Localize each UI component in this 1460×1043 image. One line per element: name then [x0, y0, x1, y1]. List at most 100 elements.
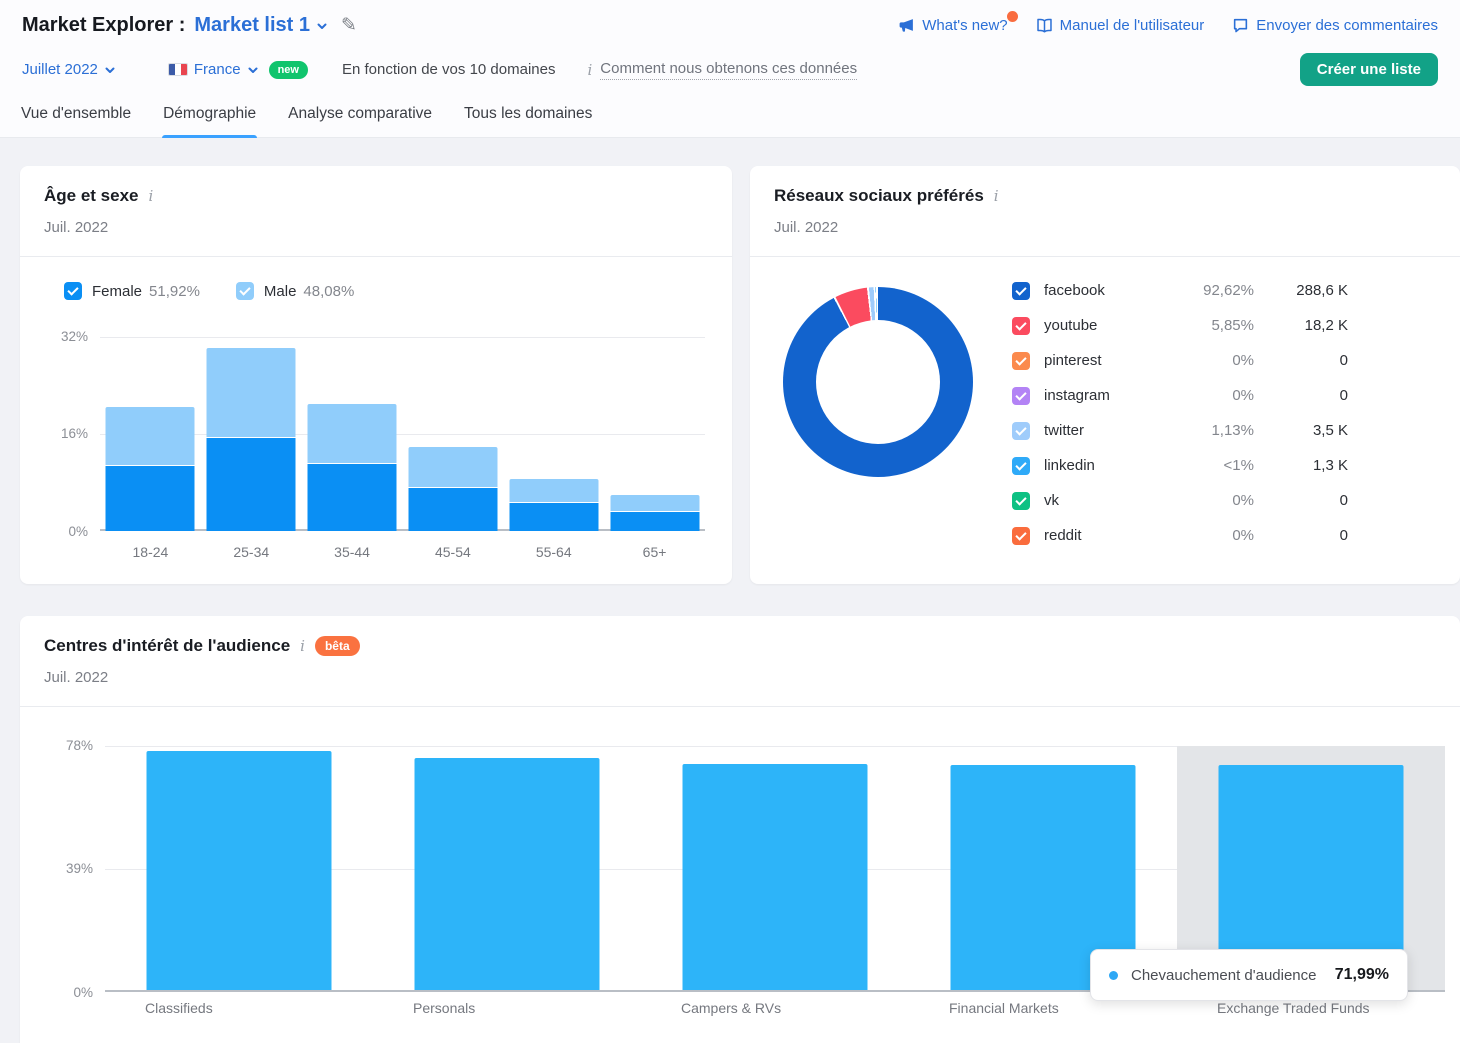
info-icon: i	[587, 60, 593, 79]
age-bar-18-24[interactable]	[105, 337, 195, 531]
male-segment	[307, 403, 397, 465]
tab-d-mographie[interactable]: Démographie	[162, 101, 258, 138]
period-selector[interactable]: Juillet 2022	[22, 61, 116, 78]
age-bar-45-54[interactable]	[408, 337, 498, 531]
male-segment	[105, 406, 195, 467]
network-name: linkedin	[1044, 457, 1095, 474]
whats-new-link[interactable]: What's new?	[898, 11, 1018, 34]
female-segment	[408, 487, 498, 531]
tooltip-value: 71,99%	[1334, 966, 1389, 983]
network-value: 288,6 K	[1296, 282, 1348, 299]
period-selector-label: Juillet 2022	[22, 61, 98, 78]
feedback-label: Envoyer des commentaires	[1256, 17, 1438, 34]
network-pct: 0%	[1232, 492, 1254, 509]
new-badge: new	[268, 60, 308, 79]
interest-bar-campers-rvs[interactable]	[682, 763, 868, 992]
age-bar-65[interactable]	[610, 337, 700, 531]
social-row-twitter: twitter 1,13% 3,5 K	[1012, 413, 1348, 448]
tab-vue-d-ensemble[interactable]: Vue d'ensemble	[21, 105, 132, 122]
age-x-labels: 18-24 25-34 35-44 45-54 55-64 65+	[100, 544, 705, 560]
chevron-down-icon	[105, 67, 115, 73]
create-list-button[interactable]: Créer une liste	[1299, 53, 1438, 86]
x-label: 35-44	[334, 544, 370, 560]
age-bar-25-34[interactable]	[206, 337, 296, 531]
edit-list-icon[interactable]: ✎	[341, 15, 357, 36]
network-value: 0	[1339, 387, 1348, 404]
market-list-name: Market list 1	[194, 14, 310, 36]
gridline	[100, 434, 705, 435]
x-label: 25-34	[233, 544, 270, 560]
x-axis-line	[105, 990, 1445, 992]
network-name: vk	[1044, 492, 1059, 509]
interests-card-title: Centres d'intérêt de l'audience	[44, 636, 291, 655]
interests-card-period: Juil. 2022	[44, 669, 109, 686]
x-axis-line	[100, 529, 705, 531]
linkedin-checkbox[interactable]	[1012, 456, 1030, 475]
beta-badge: bêta	[314, 636, 360, 656]
network-pct: 1,13%	[1211, 422, 1254, 439]
network-value: 1,3 K	[1312, 457, 1348, 474]
user-manual-link[interactable]: Manuel de l'utilisateur	[1036, 17, 1204, 34]
network-pct: <1%	[1223, 457, 1254, 474]
chevron-down-icon	[248, 67, 258, 73]
network-name: instagram	[1044, 387, 1110, 404]
feedback-link[interactable]: Envoyer des commentaires	[1232, 17, 1438, 34]
tab-analyse-comparative[interactable]: Analyse comparative	[288, 105, 433, 122]
social-networks-card: Réseaux sociaux préférés i Juil. 2022 fa…	[750, 166, 1460, 584]
interest-bar-classifieds[interactable]	[146, 751, 332, 992]
market-list-selector[interactable]: Market list 1	[194, 14, 328, 37]
network-pct: 92,62%	[1203, 282, 1254, 299]
vk-checkbox[interactable]	[1012, 491, 1030, 510]
network-pct: 0%	[1232, 352, 1254, 369]
donut-hole	[816, 320, 940, 444]
female-segment	[206, 438, 296, 531]
male-segment	[408, 447, 498, 488]
chart-tooltip: Chevauchement d'audience 71,99%	[1090, 949, 1408, 1001]
interest-bar-personals[interactable]	[414, 758, 600, 992]
network-value: 0	[1339, 352, 1348, 369]
network-pct: 5,85%	[1211, 317, 1254, 334]
social-row-linkedin: linkedin <1% 1,3 K	[1012, 448, 1348, 483]
network-name: youtube	[1044, 317, 1098, 334]
network-pct: 0%	[1232, 387, 1254, 404]
how-data-link[interactable]: Comment nous obtenons ces données	[600, 60, 858, 80]
female-segment	[610, 511, 700, 531]
info-icon: i	[300, 637, 305, 655]
notification-dot	[1006, 11, 1018, 22]
youtube-checkbox[interactable]	[1012, 316, 1030, 335]
audience-interests-card: Centres d'intérêt de l'audience i bêta J…	[20, 616, 1460, 1043]
twitter-checkbox[interactable]	[1012, 421, 1030, 440]
age-card-title: Âge et sexe	[44, 186, 139, 205]
interests-x-labels: Classifieds Personals Campers & RVs Financi…	[105, 1000, 1445, 1016]
whats-new-label: What's new?	[922, 17, 1008, 34]
y-tick: 39%	[65, 861, 93, 876]
social-row-youtube: youtube 5,85% 18,2 K	[1012, 308, 1348, 343]
female-checkbox[interactable]	[64, 282, 82, 300]
male-segment	[509, 479, 599, 504]
instagram-checkbox[interactable]	[1012, 386, 1030, 405]
x-label: 55-64	[535, 544, 572, 560]
reddit-checkbox[interactable]	[1012, 526, 1030, 545]
age-bar-35-44[interactable]	[307, 337, 397, 531]
age-bars	[100, 337, 705, 531]
tooltip-series-dot	[1109, 970, 1118, 980]
social-row-instagram: instagram 0% 0	[1012, 378, 1348, 413]
x-label: 45-54	[434, 544, 471, 560]
country-selector[interactable]: France	[167, 61, 259, 78]
social-donut-chart[interactable]	[783, 287, 973, 477]
network-value: 18,2 K	[1304, 317, 1348, 334]
male-checkbox[interactable]	[235, 282, 254, 300]
tab-tous-les-domaines[interactable]: Tous les domaines	[464, 105, 593, 122]
x-label: Classifieds	[145, 1000, 213, 1016]
y-tick: 0%	[73, 985, 93, 1000]
age-bar-55-64[interactable]	[509, 337, 599, 531]
network-value: 0	[1339, 492, 1348, 509]
network-value: 3,5 K	[1312, 422, 1348, 439]
page-title-prefix: Market Explorer :	[22, 14, 186, 36]
info-icon: i	[148, 187, 154, 205]
pinterest-checkbox[interactable]	[1012, 351, 1030, 370]
page-title: Market Explorer : Market list 1 ✎	[22, 14, 357, 37]
facebook-checkbox[interactable]	[1012, 281, 1030, 300]
tabs: Vue d'ensemble Démographie Analyse compara…	[0, 101, 1460, 138]
female-segment	[509, 503, 599, 531]
